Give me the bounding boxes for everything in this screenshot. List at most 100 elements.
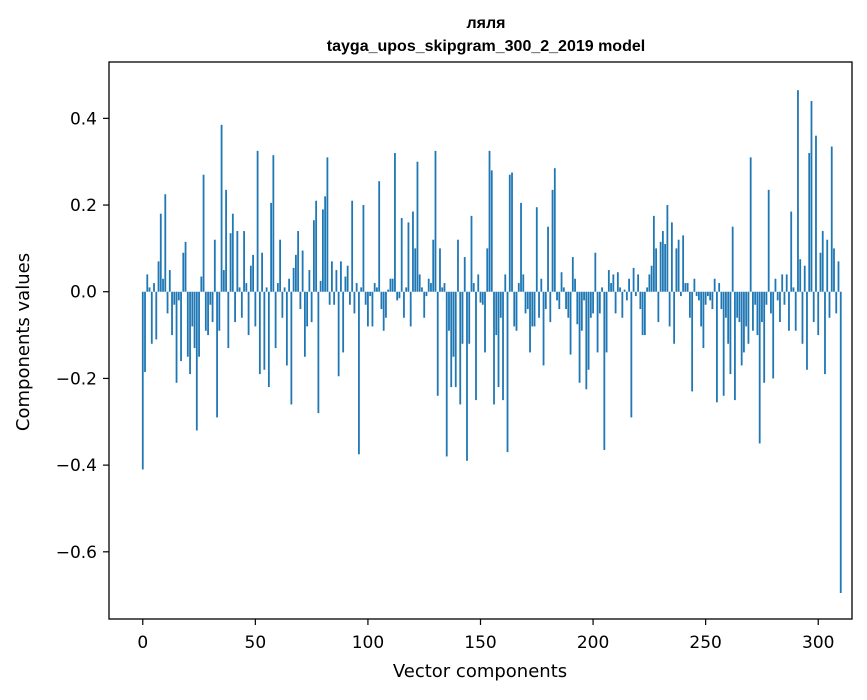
bar — [238, 287, 241, 292]
bar — [414, 248, 417, 292]
bar — [409, 291, 412, 327]
bar — [400, 218, 403, 292]
bar — [373, 283, 376, 292]
bar — [698, 291, 700, 301]
bar — [495, 291, 498, 336]
bar — [441, 287, 444, 292]
bar — [585, 291, 588, 390]
bar — [461, 291, 464, 344]
bar — [556, 291, 558, 301]
bar — [736, 291, 739, 318]
bar — [297, 231, 300, 292]
bar — [321, 209, 324, 292]
bar — [342, 291, 345, 353]
bar — [781, 274, 784, 292]
bar — [522, 274, 525, 292]
bar — [826, 239, 829, 292]
bar — [234, 291, 236, 323]
bar — [763, 291, 766, 383]
bar — [821, 231, 824, 292]
bar — [567, 291, 570, 318]
x-tick-label: 150 — [464, 633, 496, 653]
bar — [819, 252, 822, 292]
bar — [378, 181, 381, 292]
bar — [360, 287, 363, 292]
bar — [835, 291, 838, 314]
y-tick-label: 0.4 — [70, 109, 97, 129]
bar — [688, 291, 691, 318]
bar — [783, 291, 786, 305]
bar — [713, 278, 716, 292]
bar — [144, 291, 146, 372]
bar — [709, 291, 712, 301]
bar — [177, 291, 180, 301]
bar — [799, 259, 802, 292]
bar — [716, 291, 718, 403]
bar — [281, 291, 284, 318]
bar — [589, 291, 592, 318]
bar — [625, 291, 628, 301]
bar — [148, 287, 151, 292]
bar — [213, 239, 216, 292]
bar — [358, 291, 360, 455]
bar — [481, 291, 484, 305]
bar — [427, 278, 430, 292]
bar — [227, 291, 230, 349]
bar — [454, 291, 457, 388]
bar — [418, 274, 421, 292]
bar — [655, 248, 658, 292]
bar — [695, 291, 698, 297]
bar — [222, 270, 225, 292]
bar — [398, 291, 401, 299]
bar — [445, 291, 448, 457]
bar — [828, 291, 831, 318]
bar — [324, 196, 327, 292]
bar — [700, 291, 703, 327]
bar — [547, 226, 549, 292]
bar — [765, 291, 768, 305]
bar — [752, 291, 754, 331]
bar — [774, 278, 777, 292]
bar — [146, 274, 149, 292]
bar — [270, 202, 273, 292]
bar — [328, 291, 331, 305]
bar — [833, 248, 835, 292]
bar — [628, 278, 630, 292]
bar — [661, 231, 664, 292]
bar — [274, 291, 277, 349]
bar — [488, 150, 491, 292]
bar — [240, 291, 243, 318]
bar — [693, 278, 696, 292]
bar — [247, 291, 250, 336]
bar — [283, 287, 286, 292]
bar — [607, 270, 610, 292]
bar — [598, 291, 601, 314]
bar — [184, 241, 187, 292]
bar — [788, 291, 790, 331]
bar — [544, 291, 547, 310]
bar — [245, 283, 248, 292]
bar — [652, 215, 655, 292]
bar — [423, 291, 426, 318]
bar — [691, 291, 694, 392]
bar — [171, 291, 173, 336]
x-tick-label: 300 — [802, 633, 834, 653]
bar — [204, 291, 207, 331]
bar — [565, 291, 567, 310]
bar — [621, 291, 624, 318]
bar — [592, 291, 594, 314]
bar — [261, 252, 263, 292]
bar — [326, 157, 329, 292]
bar — [668, 291, 671, 327]
bar — [472, 283, 475, 292]
bar — [754, 291, 757, 305]
x-tick-label: 250 — [689, 633, 721, 653]
bar — [294, 254, 297, 292]
bar — [551, 189, 554, 292]
bar — [319, 280, 322, 292]
bar — [175, 291, 178, 383]
bar — [616, 272, 619, 292]
bar — [380, 291, 383, 310]
bar — [540, 278, 543, 292]
bar — [486, 248, 489, 292]
